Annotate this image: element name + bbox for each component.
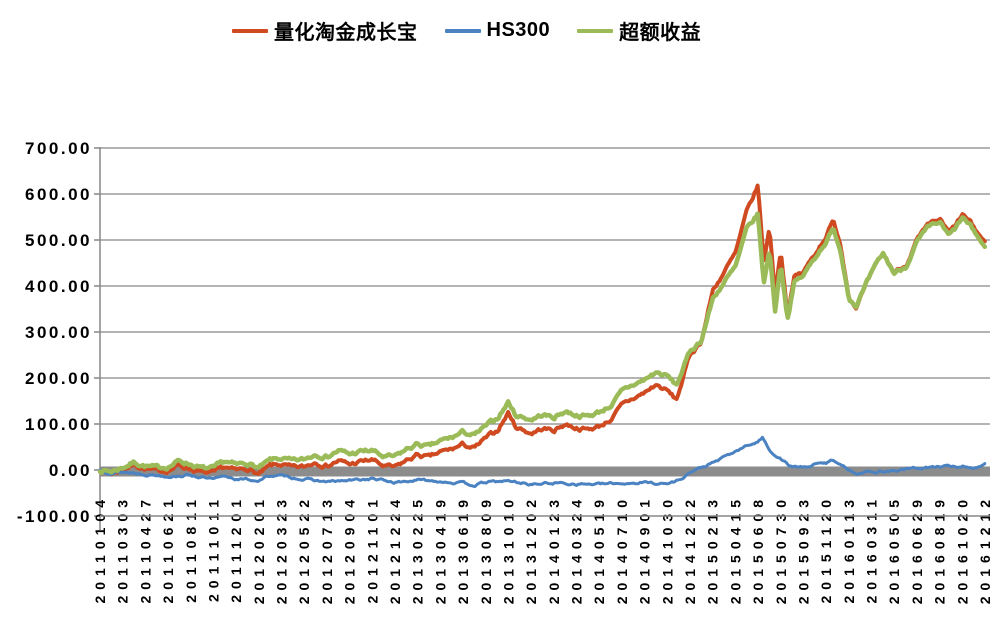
x-tick-label: 20130619	[455, 494, 471, 604]
x-tick-label: 20141030	[659, 494, 675, 604]
x-tick-label: 20150608	[750, 494, 766, 604]
x-tick-label: 20131202	[523, 494, 539, 604]
series-line-hs300	[98, 435, 987, 489]
legend-item-excess: 超额收益	[577, 16, 701, 45]
x-tick-label: 20110621	[160, 494, 176, 604]
y-tick-label: 0.00	[49, 461, 92, 480]
legend-line-swatch-red	[232, 28, 268, 33]
legend-label-fund: 量化淘金成长宝	[274, 22, 418, 44]
legend-label-hs300: HS300	[486, 19, 551, 41]
legend-item-fund: 量化淘金成长宝	[232, 16, 418, 45]
x-tick-label: 20120522	[296, 494, 312, 604]
x-tick-label: 20160819	[932, 494, 948, 604]
y-tick-label: 600.00	[25, 185, 92, 204]
x-tick-label: 20140519	[591, 494, 607, 604]
x-tick-label: 20120713	[319, 494, 335, 604]
x-tick-label: 20121224	[387, 494, 403, 604]
x-tick-label: 20160505	[886, 494, 902, 604]
series-line-excess	[97, 211, 988, 476]
x-tick-label: 20160311	[864, 494, 880, 604]
x-tick-label: 20160113	[841, 494, 857, 604]
y-tick-label: 500.00	[25, 231, 92, 250]
x-tick-label: 20110427	[137, 494, 153, 604]
series-line-fund	[98, 183, 987, 477]
x-tick-label: 20111201	[228, 494, 244, 603]
legend-line-swatch-green	[577, 28, 614, 33]
y-tick-label: 200.00	[25, 369, 92, 388]
x-tick-label: 20110303	[115, 494, 131, 604]
x-tick-label: 20110811	[183, 494, 199, 603]
y-tick-label: 700.00	[25, 139, 92, 158]
x-tick-label: 20150415	[727, 494, 743, 604]
x-tick-label: 20130419	[432, 494, 448, 604]
x-tick-label: 20150923	[796, 494, 812, 604]
chart-legend: 量化淘金成长宝 HS300 超额收益	[232, 16, 701, 45]
legend-line-swatch-blue	[444, 28, 481, 33]
y-tick-label: 100.00	[25, 415, 92, 434]
x-tick-label: 20150730	[773, 494, 789, 604]
x-tick-label: 20120323	[274, 494, 290, 604]
x-tick-label: 20161020	[954, 494, 970, 604]
x-tick-label: 20110104	[92, 494, 108, 604]
legend-item-hs300: HS300	[444, 19, 551, 42]
legend-label-excess: 超额收益	[619, 22, 702, 44]
x-tick-label: 20121101	[364, 494, 380, 604]
x-tick-label: 20120201	[251, 494, 267, 604]
x-tick-label: 20140901	[637, 494, 653, 604]
x-tick-label: 20131010	[501, 494, 517, 604]
x-tick-label: 20151120	[818, 494, 834, 604]
x-tick-label: 20111011	[206, 494, 222, 602]
x-tick-label: 20120904	[342, 494, 358, 604]
x-tick-label: 20130809	[478, 494, 494, 604]
x-tick-label: 20140123	[546, 494, 562, 604]
x-tick-label: 20160629	[909, 494, 925, 604]
y-tick-label: -100.00	[17, 507, 92, 526]
x-tick-label: 20140324	[569, 494, 585, 604]
x-tick-label: 20150213	[705, 494, 721, 604]
y-tick-label: 400.00	[25, 277, 92, 296]
x-tick-label: 20130225	[410, 494, 426, 604]
y-tick-label: 300.00	[25, 323, 92, 342]
x-tick-label: 20141222	[682, 494, 698, 604]
x-tick-label: 20161212	[977, 494, 993, 604]
x-tick-label: 20140710	[614, 494, 630, 604]
